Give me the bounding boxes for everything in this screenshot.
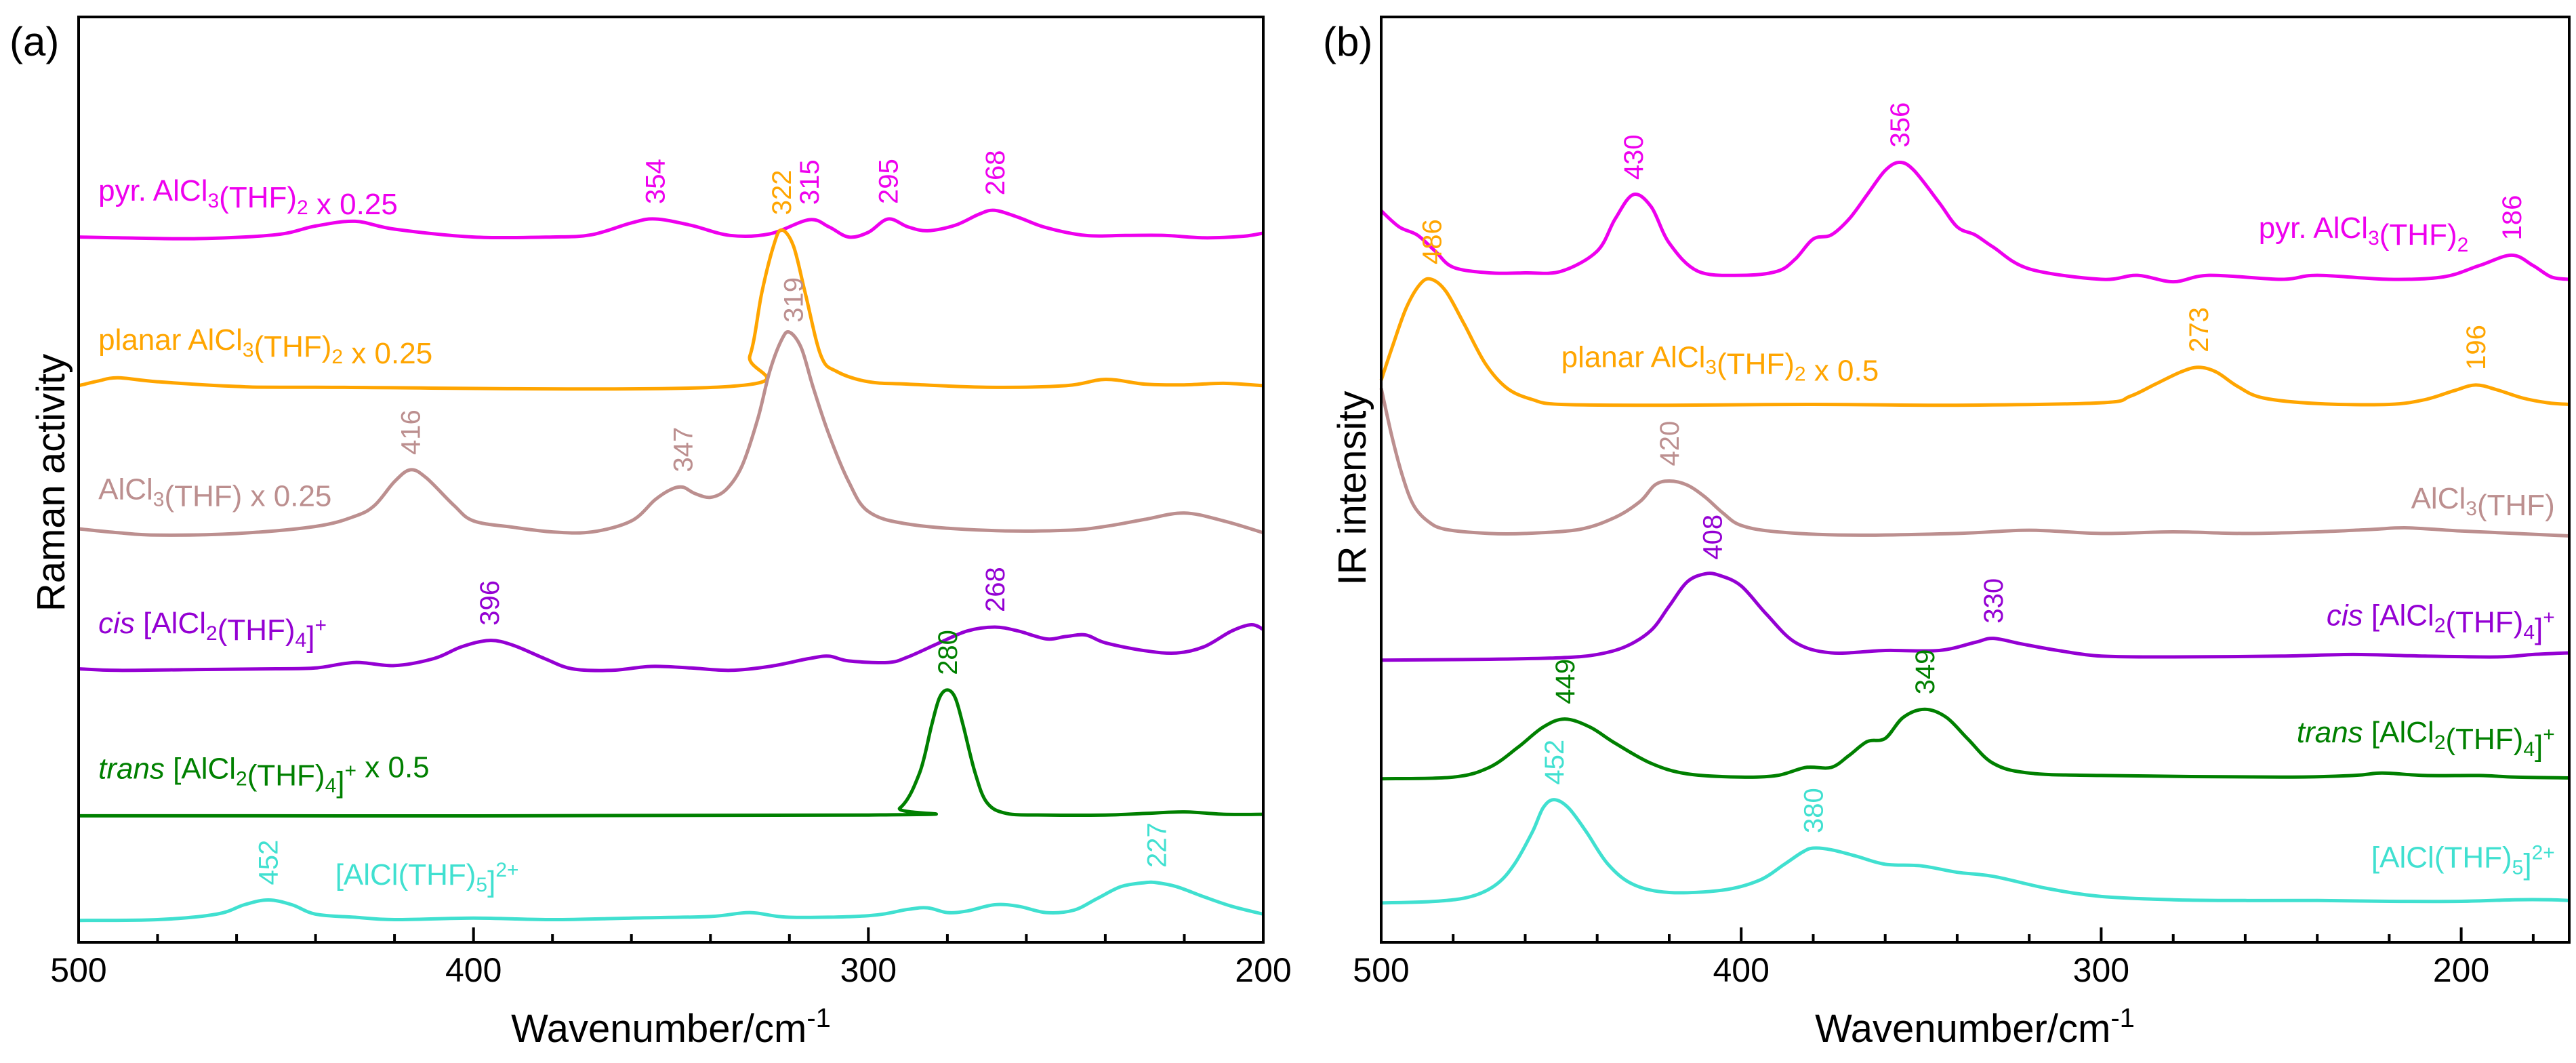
series-label: cis [AlCl2(THF)4]+ [98, 607, 327, 654]
tick-label: 300 [840, 951, 897, 989]
tick-label: 200 [1235, 951, 1291, 989]
peak-label: 396 [475, 580, 505, 626]
series-group: pyr. AlCl3(THF)2 x 0.25 354 315 295 268 plana… [78, 150, 1265, 923]
spectrum-line-3 [1379, 388, 2570, 538]
peak-label: 330 [1979, 578, 2009, 624]
peak-label: 486 [1417, 219, 1447, 264]
spectrum-line-3 [78, 330, 1264, 537]
series-label: trans [AlCl2(THF)4]+ [2297, 716, 2555, 763]
peak-label: 452 [1540, 740, 1570, 785]
plot-frame [1380, 16, 2571, 944]
tick-label: 300 [2073, 951, 2129, 989]
series-label: pyr. AlCl3(THF)2 [2259, 212, 2469, 256]
peak-label: 452 [254, 840, 284, 885]
series-label: [AlCl(THF)5]2+ [2371, 841, 2555, 881]
series-label: AlCl3(THF) x 0.25 [98, 473, 331, 513]
peak-label: 186 [2497, 195, 2527, 241]
tick-label: 400 [1713, 951, 1769, 989]
peak-label: 349 [1910, 649, 1940, 695]
x-axis-label: Wavenumber/cm-1 [511, 1003, 831, 1051]
tick-label: 500 [1353, 951, 1409, 989]
x-ticks: 500 400 300 200 [1353, 927, 2535, 989]
series-label: AlCl3(THF) [2411, 482, 2555, 522]
raman-panel: (a) Raman activity pyr. AlCl3(THF)2 x 0.… [9, 16, 1292, 1051]
peak-label: 354 [641, 159, 671, 204]
peak-label: 227 [1143, 822, 1172, 868]
spectrum-line-5 [78, 688, 1264, 818]
peak-label: 315 [795, 159, 825, 205]
spectrum-line-4 [1381, 571, 2570, 662]
peak-label: 347 [669, 427, 699, 473]
tick-label: 500 [50, 951, 106, 989]
peak-label: 420 [1655, 421, 1685, 466]
ir-panel: (b) IR intensity pyr. AlCl3(THF)2 430 356 1… [1323, 16, 2571, 1051]
y-axis-label: IR intensity [1330, 391, 1374, 586]
spectrum-line-2 [1379, 277, 2570, 407]
x-axis-label: Wavenumber/cm-1 [1815, 1003, 2135, 1051]
tick-label: 200 [2433, 951, 2489, 989]
panel-label: (b) [1323, 19, 1372, 64]
series-label: pyr. AlCl3(THF)2 x 0.25 [98, 174, 398, 221]
peak-label: 449 [1551, 659, 1580, 704]
spectrum-line-6 [78, 880, 1264, 923]
peak-label: 356 [1885, 102, 1915, 148]
series-label: [AlCl(THF)5]2+ [335, 858, 519, 898]
plot-frame [77, 16, 1265, 944]
peak-label: 273 [2184, 307, 2214, 353]
tick-label: 400 [445, 951, 502, 989]
spectrum-line-6 [1381, 798, 2570, 905]
series-group: pyr. AlCl3(THF)2 430 356 186 planar AlCl3(TH… [1379, 102, 2570, 905]
peak-label: 380 [1799, 788, 1829, 833]
spectrum-line-5 [1381, 707, 2570, 781]
peak-label: 196 [2461, 325, 2491, 370]
series-label: planar AlCl3(THF)2 x 0.5 [1561, 341, 1879, 388]
series-label: cis [AlCl2(THF)4]+ [2327, 599, 2555, 645]
peak-label: 295 [874, 159, 904, 204]
panel-label: (a) [9, 19, 59, 64]
peak-label: 268 [981, 150, 1010, 195]
spectrum-line-1 [1380, 161, 2570, 284]
peak-label: 322 [767, 169, 797, 215]
spectrum-line-4 [78, 623, 1265, 673]
peak-label: 416 [396, 409, 426, 455]
series-label: trans [AlCl2(THF)4]+ x 0.5 [98, 750, 430, 799]
x-ticks: 500 400 300 200 [50, 927, 1292, 989]
series-label: planar AlCl3(THF)2 x 0.25 [98, 323, 432, 370]
peak-label: 319 [779, 277, 809, 323]
peak-label: 280 [933, 630, 963, 675]
peak-label: 430 [1619, 134, 1649, 180]
y-axis-label: Raman activity [29, 354, 73, 611]
peak-label: 408 [1698, 515, 1728, 560]
spectrum-line-1 [78, 208, 1264, 241]
peak-label: 268 [981, 567, 1010, 612]
spectrum-line-2 [78, 228, 1264, 391]
